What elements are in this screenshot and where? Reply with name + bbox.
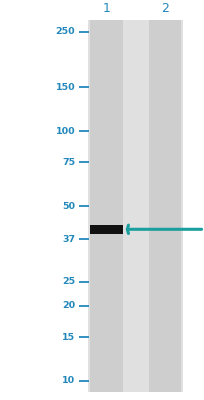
Text: 75: 75	[62, 158, 75, 167]
Text: 1: 1	[102, 2, 110, 15]
Text: 20: 20	[62, 301, 75, 310]
FancyBboxPatch shape	[90, 20, 122, 392]
FancyBboxPatch shape	[88, 20, 183, 392]
Text: 10: 10	[62, 376, 75, 386]
Text: 2: 2	[161, 2, 168, 15]
Text: 50: 50	[62, 202, 75, 211]
FancyBboxPatch shape	[90, 225, 122, 234]
Text: 150: 150	[55, 83, 75, 92]
Text: 250: 250	[55, 27, 75, 36]
Text: 100: 100	[55, 127, 75, 136]
Text: 15: 15	[62, 332, 75, 342]
Text: 37: 37	[62, 234, 75, 244]
FancyBboxPatch shape	[148, 20, 181, 392]
Text: 25: 25	[62, 277, 75, 286]
